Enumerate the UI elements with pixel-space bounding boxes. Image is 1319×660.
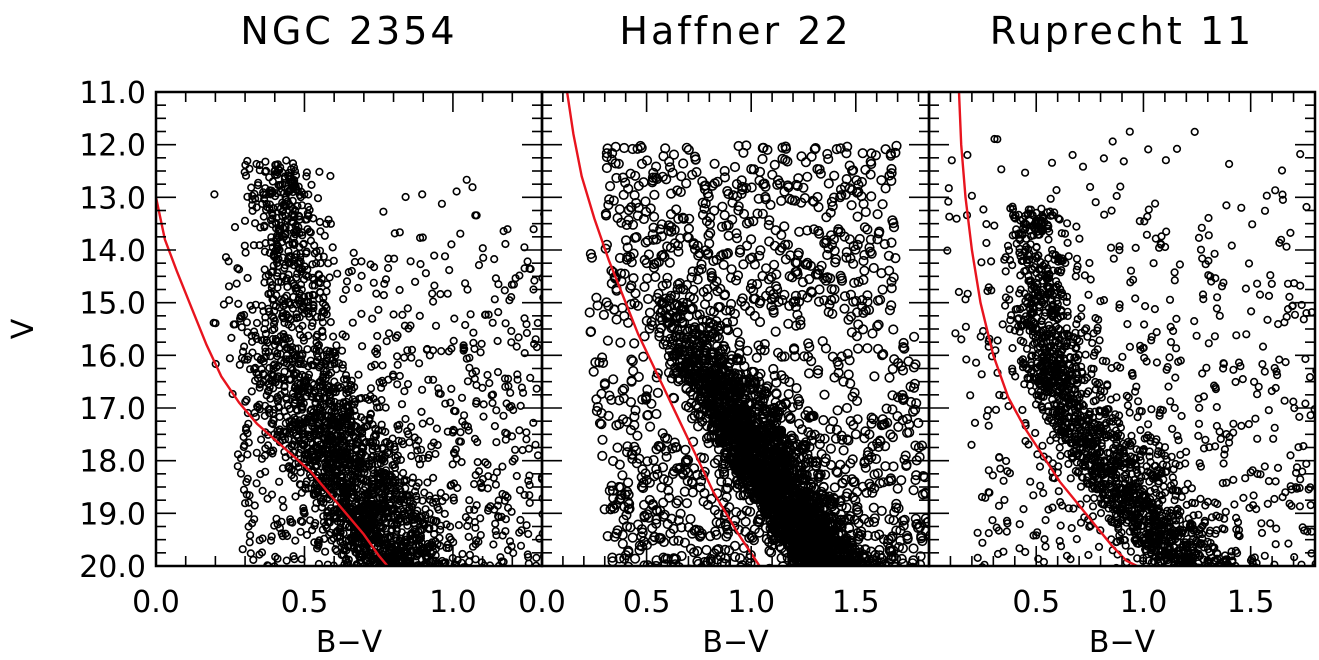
y-tick-label: 12.0 [79, 129, 146, 164]
isochrone-line [957, 92, 1138, 566]
star-points [209, 156, 542, 566]
y-axis-label: V [6, 318, 41, 339]
y-tick-label: 17.0 [79, 392, 146, 427]
x-tick-label: 0.5 [1012, 585, 1060, 620]
y-tick-label: 16.0 [79, 339, 146, 374]
x-tick-label: 0.0 [518, 585, 566, 620]
x-axis-label: B−V [702, 625, 769, 660]
isochrone-line [565, 92, 761, 566]
panel-title: Ruprecht 11 [990, 9, 1254, 53]
x-tick-label: 1.5 [832, 585, 880, 620]
y-tick-label: 15.0 [79, 287, 146, 322]
star-points [943, 127, 1315, 566]
panel-ruprecht-11: Ruprecht 11 B−V 0.5 1.0 1.5 [927, 9, 1317, 660]
panel-haffner-22: Haffner 22 B−V 0.0 0.5 1.0 1.5 [518, 9, 931, 660]
x-tick-label: 0.0 [132, 585, 180, 620]
panel-ngc-2354: NGC 2354 B−V V 11.0 12.0 13.0 14.0 15.0 16.0 17.0… [6, 9, 544, 660]
x-tick-label: 1.5 [1227, 585, 1275, 620]
y-tick-label: 19.0 [79, 497, 146, 532]
x-tick-label: 0.5 [281, 585, 329, 620]
x-axis-label: B−V [1089, 625, 1156, 660]
y-tick-label: 14.0 [79, 234, 146, 269]
x-axis-label: B−V [316, 625, 383, 660]
x-tick-label: 1.0 [1120, 585, 1168, 620]
y-tick-label: 20.0 [79, 550, 146, 585]
isochrone-line [156, 197, 389, 566]
y-tick-label: 18.0 [79, 445, 146, 480]
star-points [584, 140, 929, 566]
y-tick-label: 11.0 [79, 76, 146, 111]
panel-title: NGC 2354 [240, 9, 457, 53]
y-tick-label: 13.0 [79, 181, 146, 216]
x-tick-label: 1.0 [727, 585, 775, 620]
x-tick-label: 0.5 [623, 585, 671, 620]
panel-title: Haffner 22 [619, 9, 851, 53]
plot-frame [927, 90, 1317, 568]
x-tick-label: 1.0 [429, 585, 477, 620]
